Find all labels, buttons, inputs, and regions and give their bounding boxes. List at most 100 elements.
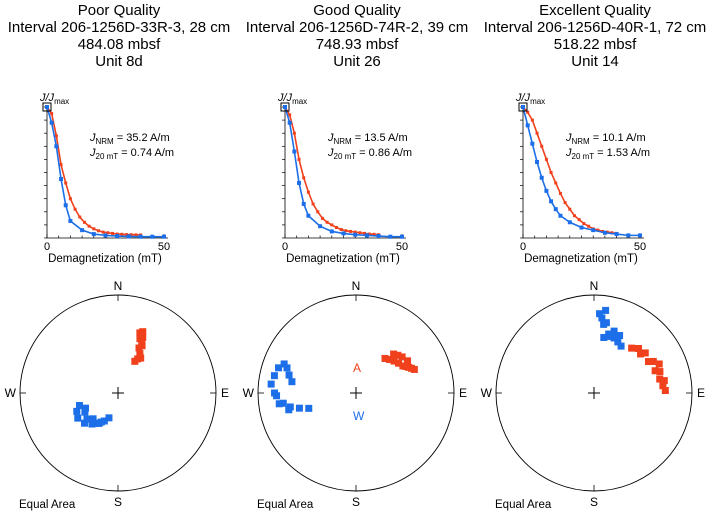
compass-n: N bbox=[352, 279, 361, 293]
red-series-label: A bbox=[353, 361, 361, 375]
blue-data-point bbox=[301, 201, 306, 206]
red-stereonet-point bbox=[637, 350, 645, 358]
panel-interval: Interval 206-1256D-74R-2, 39 cm bbox=[245, 19, 469, 36]
blue-stereonet-point bbox=[279, 399, 287, 407]
red-stereonet-point bbox=[649, 357, 657, 365]
red-stereonet-point bbox=[404, 357, 412, 365]
x-axis-label: Demagnetization (mT) bbox=[524, 253, 638, 265]
equal-area-label: Equal Area bbox=[495, 499, 552, 511]
stereonet-plot: N S W E Equal Area bbox=[5, 279, 229, 511]
blue-data-point bbox=[306, 213, 311, 218]
red-stereonet-point bbox=[644, 358, 652, 366]
red-data-point bbox=[339, 227, 343, 231]
blue-stereonet-point bbox=[73, 407, 81, 415]
red-data-point bbox=[349, 229, 353, 233]
blue-data-point bbox=[292, 149, 297, 154]
red-data-point bbox=[50, 112, 54, 116]
panel-title: Good Quality bbox=[313, 2, 401, 19]
stereonet-plot: N S W E Equal Area A W bbox=[243, 279, 467, 511]
red-data-point bbox=[568, 207, 572, 211]
blue-stereonet-point bbox=[600, 333, 608, 341]
red-stereonet-point bbox=[410, 365, 418, 373]
blue-data-point bbox=[376, 234, 381, 239]
blue-data-point bbox=[150, 234, 155, 239]
red-data-point bbox=[311, 202, 315, 206]
red-data-point bbox=[577, 218, 581, 222]
panel-unit: Unit 26 bbox=[333, 53, 381, 70]
red-data-point bbox=[129, 233, 133, 237]
red-data-point bbox=[554, 181, 558, 185]
red-data-point bbox=[73, 207, 77, 211]
red-stereonet-point bbox=[661, 387, 669, 395]
blue-stereonet-point bbox=[75, 402, 83, 410]
blue-data-point bbox=[103, 233, 108, 238]
blue-stereonet-point bbox=[83, 415, 91, 423]
red-stereonet-point bbox=[136, 350, 144, 358]
x-tick-label: 50 bbox=[634, 241, 646, 253]
compass-n: N bbox=[114, 279, 123, 293]
red-data-point bbox=[563, 201, 567, 205]
blue-stereonet-point bbox=[605, 330, 613, 338]
red-data-point bbox=[120, 232, 124, 236]
red-stereonet-point bbox=[660, 377, 668, 385]
blue-stereonet-point bbox=[105, 414, 113, 422]
blue-data-point bbox=[544, 188, 549, 193]
blue-data-point bbox=[49, 120, 54, 125]
red-data-point bbox=[558, 191, 562, 195]
blue-data-point bbox=[91, 232, 96, 237]
compass-n: N bbox=[590, 279, 599, 293]
y-axis-label: J/Jmax bbox=[39, 92, 69, 106]
blue-stereonet-point bbox=[80, 419, 88, 427]
nrm-label: JNRM = 13.5 A/m bbox=[327, 132, 408, 146]
red-data-point bbox=[125, 233, 129, 237]
red-data-point bbox=[306, 190, 310, 194]
blue-stereonet-point bbox=[81, 408, 89, 416]
red-stereonet-point bbox=[386, 355, 394, 363]
blue-stereonet-point bbox=[305, 404, 313, 412]
nrm-marker bbox=[280, 102, 290, 112]
compass-w: W bbox=[243, 386, 255, 400]
compass-e: E bbox=[459, 386, 467, 400]
blue-stereonet-point bbox=[610, 327, 618, 335]
blue-data-point bbox=[400, 234, 404, 239]
red-stereonet-point bbox=[656, 375, 664, 383]
red-data-point bbox=[530, 118, 534, 122]
red-data-point bbox=[96, 229, 100, 233]
compass-s: S bbox=[352, 495, 360, 509]
blue-data-point bbox=[80, 228, 85, 233]
red-stereonet-point bbox=[138, 340, 146, 348]
red-data-point bbox=[526, 110, 530, 114]
red-data-point bbox=[64, 181, 68, 185]
panel-depth: 484.08 mbsf bbox=[77, 36, 161, 53]
blue-stereonet-point bbox=[602, 306, 610, 314]
blue-data-point bbox=[626, 233, 631, 238]
y-axis-label: J/Jmax bbox=[515, 92, 545, 106]
red-data-point bbox=[111, 231, 115, 235]
red-data-point bbox=[320, 216, 324, 220]
red-stereonet-point bbox=[381, 354, 389, 362]
blue-data-point bbox=[638, 233, 642, 238]
red-data-point bbox=[596, 228, 600, 232]
red-data-point bbox=[54, 134, 58, 138]
blue-stereonet-point bbox=[90, 419, 98, 427]
blue-stereonet-point bbox=[280, 360, 288, 368]
x-tick-label: 0 bbox=[282, 241, 288, 253]
red-data-point bbox=[544, 157, 548, 161]
blue-data-point bbox=[535, 160, 540, 165]
red-data-point bbox=[587, 224, 591, 228]
panel-unit: Unit 8d bbox=[95, 53, 143, 70]
j20-label: J20 mT = 1.53 A/m bbox=[565, 147, 650, 161]
blue-data-point bbox=[318, 224, 323, 229]
x-tick-label: 0 bbox=[520, 241, 526, 253]
blue-stereonet-point bbox=[596, 310, 604, 318]
blue-stereonet-point bbox=[288, 378, 296, 386]
red-stereonet-point bbox=[390, 350, 398, 358]
panel-depth: 748.93 mbsf bbox=[315, 36, 399, 53]
blue-data-point bbox=[539, 175, 544, 180]
red-stereonet-point bbox=[398, 353, 406, 361]
blue-stereonet-point bbox=[275, 400, 283, 408]
blue-data-point bbox=[591, 228, 596, 233]
blue-data-point bbox=[329, 229, 334, 234]
